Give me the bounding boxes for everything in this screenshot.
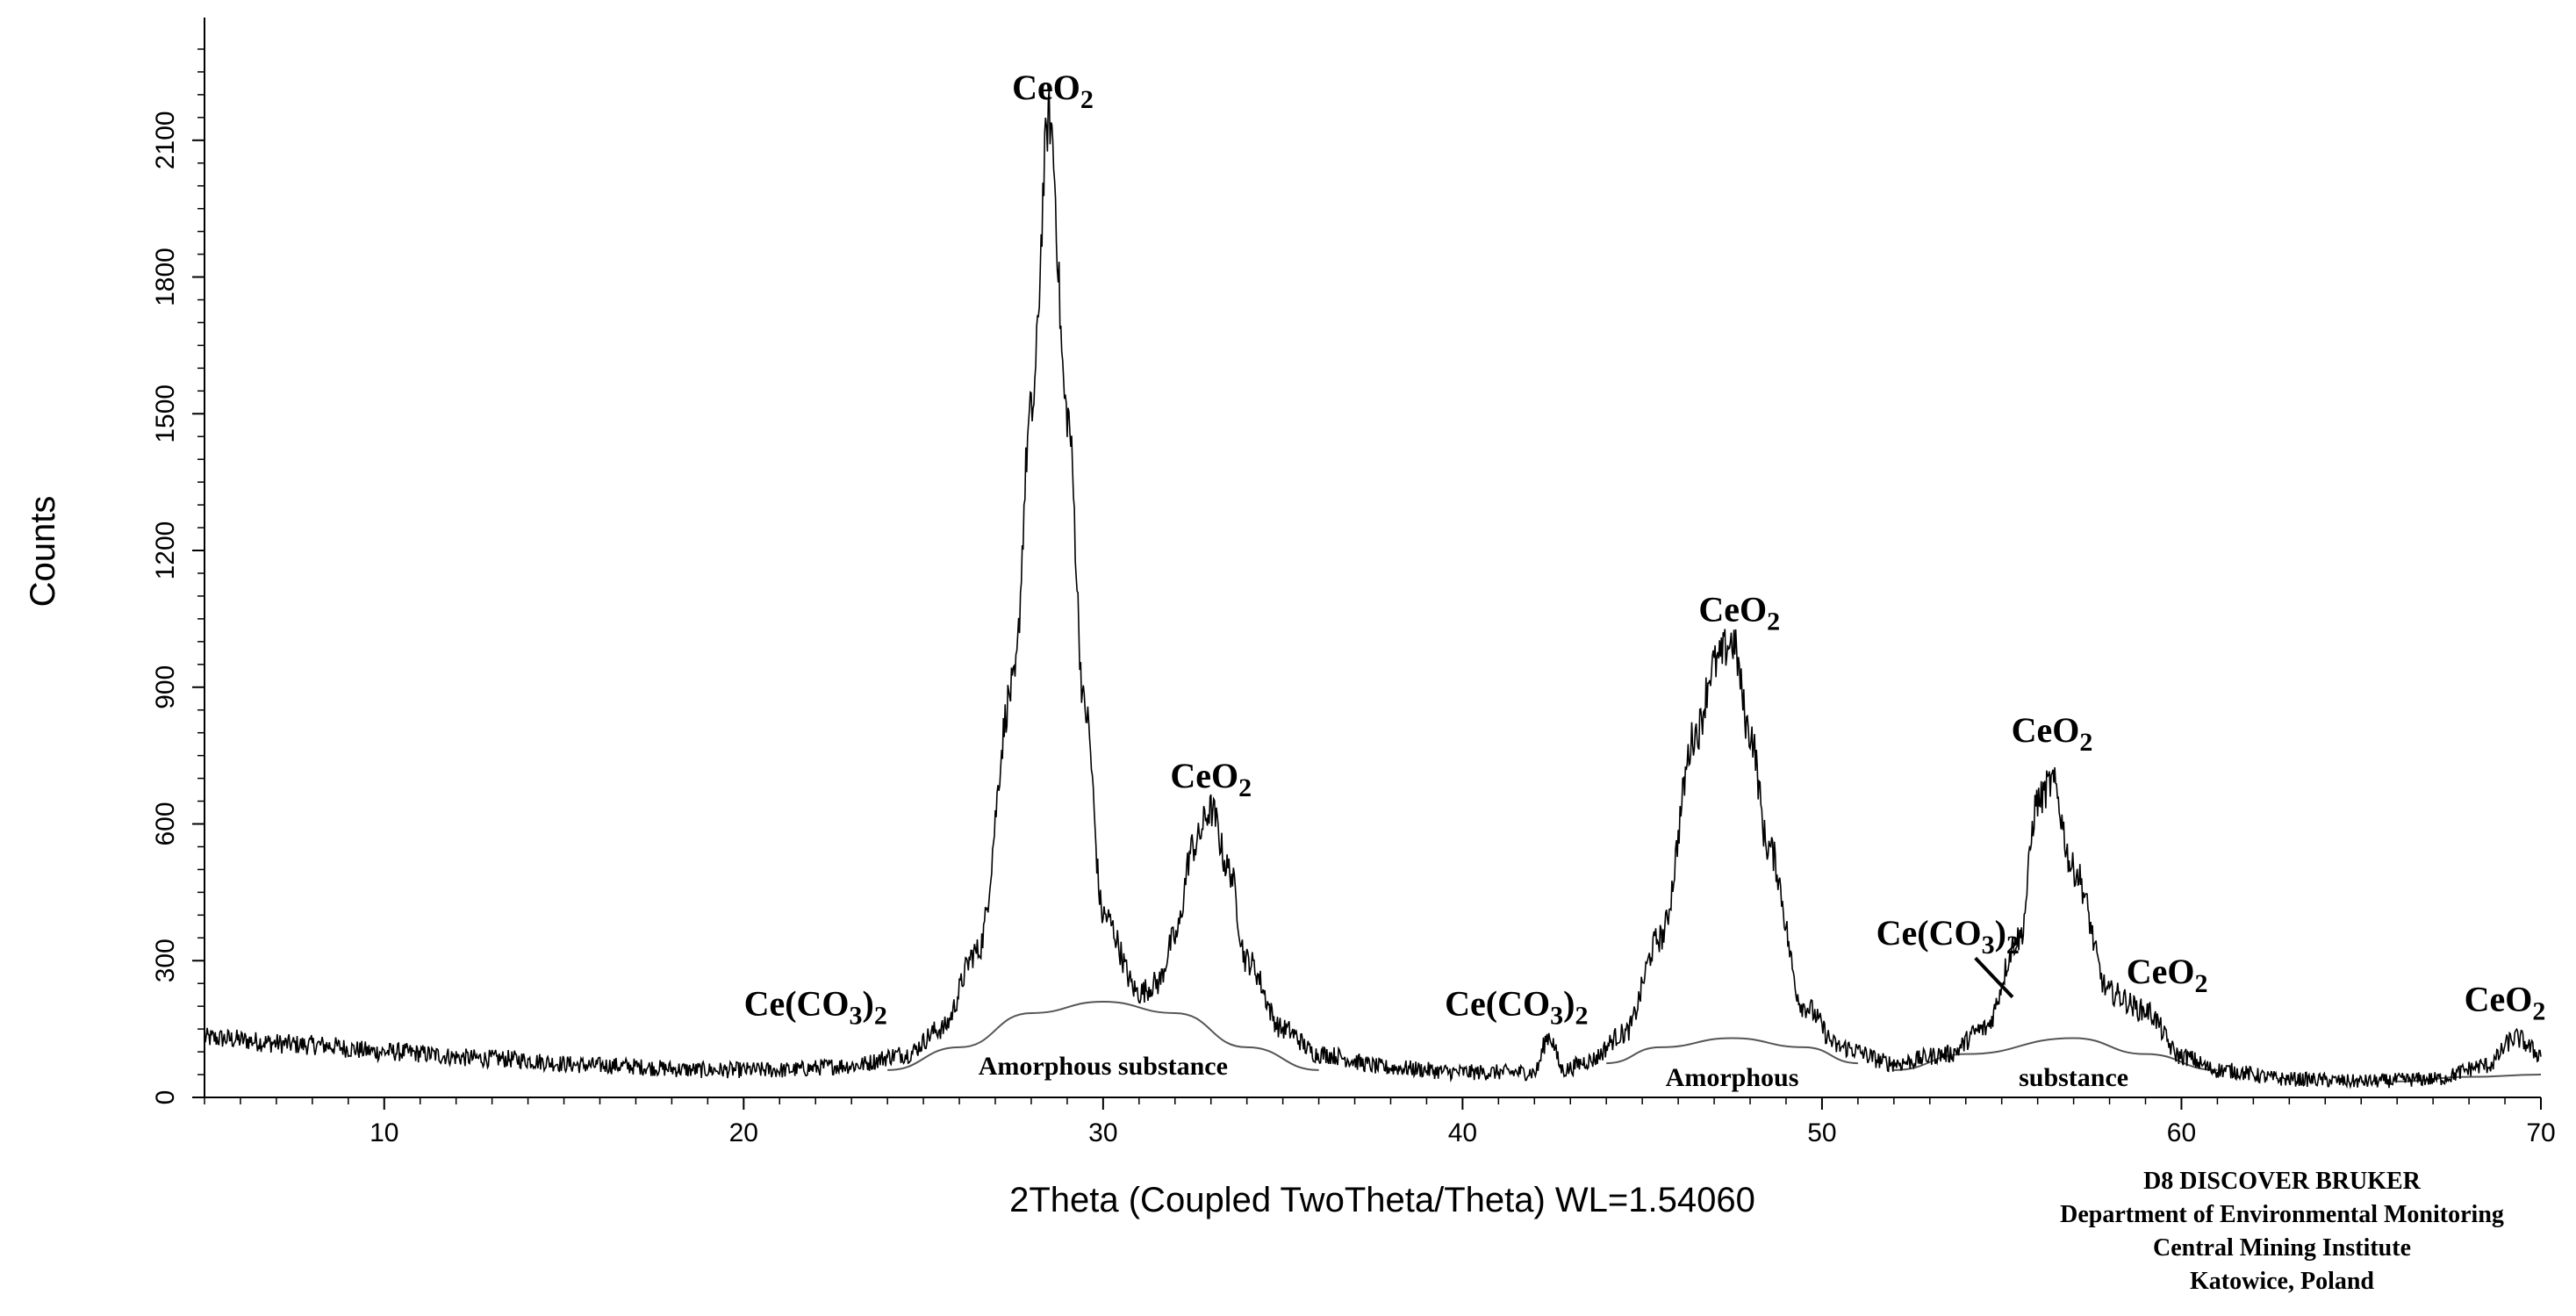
- amorphous-hump-1: [1606, 1037, 1858, 1065]
- peak-label: CeO2: [2127, 952, 2208, 998]
- peak-label: CeO2: [1012, 68, 1094, 114]
- y-tick-label: 1800: [151, 248, 180, 306]
- peak-label: CeO2: [2465, 979, 2546, 1025]
- y-axis-title: Counts: [24, 496, 62, 608]
- x-tick-label: 70: [2526, 1118, 2555, 1147]
- region-label: Amorphous substance: [979, 1052, 1228, 1081]
- y-tick-label: 900: [151, 665, 180, 709]
- instrument-line-2: Department of Environmental Monitoring: [2060, 1201, 2504, 1228]
- x-tick-label: 20: [729, 1118, 758, 1147]
- x-tick-label: 10: [370, 1118, 398, 1147]
- x-tick-label: 30: [1088, 1118, 1117, 1147]
- peak-label: CeO2: [1170, 756, 1252, 802]
- x-tick-label: 60: [2167, 1118, 2196, 1147]
- diffraction-pattern: [204, 90, 2542, 1089]
- peak-label: CeO2: [1698, 589, 1780, 636]
- y-tick-label: 300: [151, 938, 180, 982]
- amorphous-hump-0: [887, 1000, 1319, 1071]
- y-tick-label: 1500: [151, 385, 180, 443]
- y-tick-label: 2100: [151, 111, 180, 169]
- annotation-pointer: [1974, 956, 2014, 999]
- instrument-line-3: Central Mining Institute: [2153, 1234, 2411, 1262]
- annotations: CeO2 CeO2 CeO2 CeO2 CeO2 CeO2 Ce(CO3)2 Ce(CO3)2…: [744, 68, 2546, 1092]
- y-tick-label: 600: [151, 802, 180, 845]
- x-axis-title: 2Theta (Coupled TwoTheta/Theta) WL=1.540…: [1009, 1181, 1755, 1219]
- instrument-line-4: Katowice, Poland: [2190, 1268, 2374, 1295]
- peak-label: Ce(CO3)2: [1445, 984, 1588, 1031]
- peak-label: Ce(CO3)2: [744, 984, 887, 1031]
- instrument-line-1: D8 DISCOVER BRUKER: [2143, 1168, 2422, 1195]
- axes: [204, 18, 2541, 1098]
- instrument-info: D8 DISCOVER BRUKER Department of Environ…: [2060, 1168, 2504, 1295]
- region-label: Amorphous: [1666, 1063, 1799, 1092]
- peak-label: Ce(CO3)2: [1876, 913, 2020, 960]
- ticks: 10 20 30 40 50 60 70 0 300 600 900 1200 1500 1800 2100: [151, 48, 2556, 1147]
- y-tick-label: 0: [151, 1090, 180, 1105]
- x-tick-label: 50: [1807, 1118, 1836, 1147]
- region-label: substance: [2019, 1063, 2128, 1092]
- y-tick-label: 1200: [151, 521, 180, 580]
- x-tick-label: 40: [1448, 1118, 1477, 1147]
- amorphous-hump-3: [2397, 1074, 2542, 1082]
- series-line: [204, 90, 2542, 1089]
- peak-label: CeO2: [2012, 710, 2093, 757]
